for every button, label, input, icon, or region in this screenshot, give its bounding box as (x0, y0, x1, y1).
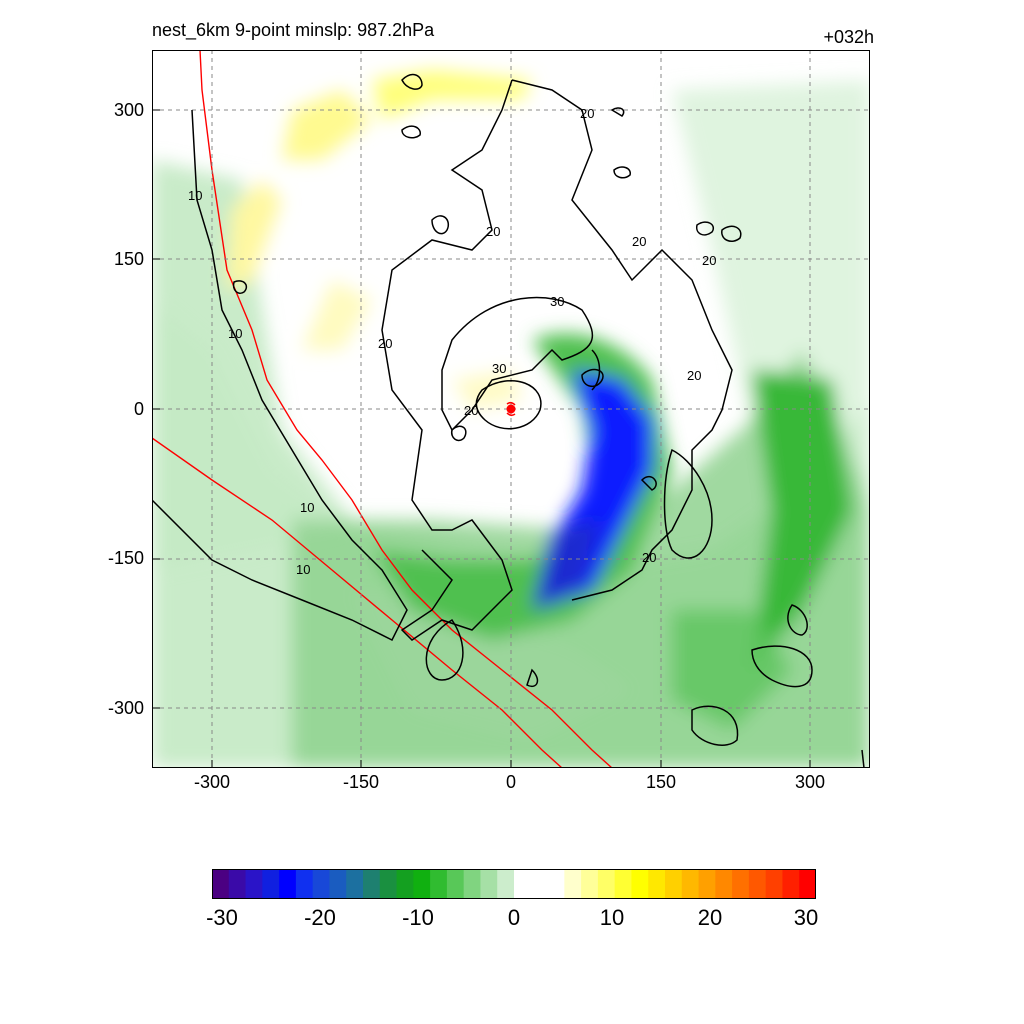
colorbar-swatch (295, 869, 314, 899)
colorbar-swatch (765, 869, 784, 899)
y-tick-label: -150 (107, 548, 144, 568)
colorbar-swatch (782, 869, 800, 899)
colorbar-swatch (715, 869, 733, 899)
colorbar-label: 20 (697, 905, 723, 930)
y-tick-label: 0 (133, 399, 144, 419)
contour-label: 10 (300, 500, 314, 515)
colorbar-swatch (665, 869, 683, 899)
storm-map-plot: 10 10 10 10 20 20 20 20 20 20 20 20 30 3… (152, 50, 870, 768)
x-tick-label: -150 (342, 772, 380, 792)
contour-label: 10 (188, 188, 202, 203)
colorbar-swatch (732, 869, 750, 899)
y-tick-label: 300 (113, 100, 144, 120)
contour-label: 20 (687, 368, 701, 383)
contour-label: 20 (632, 234, 646, 249)
contour-label: 20 (378, 336, 392, 351)
contour-label: 30 (492, 361, 506, 376)
colorbar-swatch (262, 869, 280, 899)
x-tick-label: 0 (505, 772, 516, 792)
contour-label: 30 (550, 294, 564, 309)
colorbar-label: -30 (206, 905, 238, 930)
colorbar-swatch (631, 869, 649, 899)
colorbar-swatch (245, 869, 263, 899)
colorbar-swatch (212, 869, 230, 899)
colorbar-swatch (799, 869, 816, 899)
x-tick-label: 300 (794, 772, 826, 792)
colorbar-swatch (597, 869, 616, 899)
y-tick-label: -300 (107, 698, 144, 718)
colorbar-swatch (748, 869, 767, 899)
x-tick-label: 150 (645, 772, 677, 792)
colorbar-swatch (648, 869, 666, 899)
colorbar-swatch (346, 869, 364, 899)
colorbar-swatch (312, 869, 331, 899)
colorbar-swatch (581, 869, 599, 899)
contour-lines (152, 73, 865, 768)
y-tick-label: 150 (113, 249, 144, 269)
colorbar-label: -10 (402, 905, 434, 930)
forecast-hour-label: +032h (823, 27, 874, 47)
colorbar-label: 10 (599, 905, 625, 930)
contour-label: 20 (464, 403, 478, 418)
axis-ticks (152, 109, 811, 768)
colorbar-swatch (446, 869, 465, 899)
contour-label: 10 (228, 326, 242, 341)
colorbar (212, 869, 816, 899)
colorbar-swatch (413, 869, 431, 899)
colorbar-swatch (514, 869, 532, 899)
contour-label: 10 (296, 562, 310, 577)
contour-label: 20 (580, 106, 594, 121)
coastline (152, 50, 613, 768)
colorbar-swatch (547, 869, 565, 899)
map-title: nest_6km 9-point minslp: 987.2hPa (152, 20, 435, 40)
x-tick-label: -300 (193, 772, 231, 792)
colorbar-swatch (396, 869, 414, 899)
shaded-field (152, 70, 870, 768)
colorbar-swatch (329, 869, 347, 899)
colorbar-swatch (564, 869, 582, 899)
contour-labels: 10 10 10 10 20 20 20 20 20 20 20 20 30 3… (188, 106, 716, 577)
colorbar-swatch (430, 869, 448, 899)
colorbar-label: 30 (793, 905, 819, 930)
colorbar-swatch (681, 869, 700, 899)
colorbar-label: -20 (304, 905, 336, 930)
colorbar-swatch (379, 869, 398, 899)
colorbar-swatch (480, 869, 498, 899)
contour-label: 20 (702, 253, 716, 268)
colorbar-swatch (497, 869, 515, 899)
colorbar-swatch (228, 869, 247, 899)
colorbar-label: 0 (507, 905, 521, 930)
colorbar-swatch (530, 869, 549, 899)
colorbar-frame (212, 869, 816, 899)
colorbar-swatch (698, 869, 716, 899)
storm-center-icon (506, 401, 516, 417)
colorbar-swatch (279, 869, 297, 899)
colorbar-swatch (463, 869, 482, 899)
contour-label: 20 (642, 550, 656, 565)
colorbar-swatch (363, 869, 381, 899)
colorbar-swatch (614, 869, 633, 899)
contour-label: 20 (486, 224, 500, 239)
